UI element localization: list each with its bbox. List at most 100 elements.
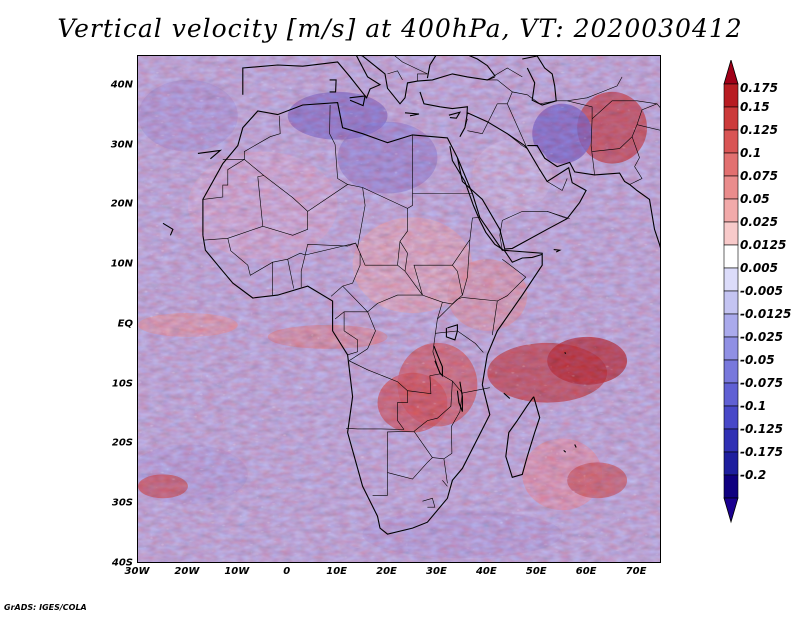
country-border (334, 144, 348, 185)
coastline-turkey-south (419, 91, 468, 116)
country-border (397, 390, 408, 430)
country-border (397, 241, 401, 266)
country-border (399, 134, 413, 242)
country-border (442, 480, 448, 487)
coastline-red-sea-w (449, 146, 505, 251)
coastline-cyprus (448, 111, 462, 119)
country-border (337, 102, 343, 128)
colorbar-segment (723, 290, 739, 315)
colorbar-segment (723, 405, 739, 430)
lon-tick-label: 50E (525, 566, 547, 577)
country-border (435, 330, 484, 353)
lon-tick-label: 10W (224, 566, 250, 577)
coastline-sardinia (329, 79, 337, 93)
country-border (497, 103, 528, 149)
coastline-canaries (197, 149, 223, 160)
coastline-comoros (503, 392, 511, 399)
country-border (507, 91, 595, 175)
country-border (629, 136, 643, 185)
country-border (399, 241, 408, 272)
lon-tick-label: 70E (625, 566, 647, 577)
country-border (636, 124, 660, 131)
colorbar-segment (723, 313, 739, 338)
colorbar-label: 0.05 (740, 192, 770, 206)
country-border (486, 67, 523, 93)
lat-tick-label: 20N (110, 198, 133, 210)
coastline-crete (404, 112, 420, 117)
coastline-europe-south (242, 56, 496, 105)
country-border (592, 103, 658, 152)
colorbar-segment (723, 428, 739, 453)
colorbar-segment (723, 152, 739, 177)
colorbar-segment (723, 474, 739, 499)
colorbar-segment (723, 451, 739, 476)
colorbar-label: -0.1 (740, 399, 767, 413)
lat-tick-label: 10S (111, 378, 133, 390)
colorbar-label: 0.025 (740, 215, 778, 229)
colorbar-label: -0.0125 (740, 307, 792, 321)
colorbar-segment (723, 359, 739, 384)
coastline-sicily (349, 95, 366, 107)
country-border (257, 175, 308, 236)
country-border (287, 259, 294, 289)
country-border (202, 159, 245, 200)
chart-title: Vertical velocity [m/s] at 400hPa, VT: 2… (57, 14, 743, 43)
coastline-africa (202, 102, 543, 535)
coastline-socotra (553, 249, 562, 253)
colorbar-label: 0.005 (740, 261, 778, 275)
country-border (387, 457, 433, 480)
coastline-mauritius (574, 444, 577, 448)
colorbar-bottom-arrow (723, 497, 739, 524)
coastline-arabia (456, 112, 587, 250)
coastlines (162, 56, 660, 535)
lat-tick-label: 40N (110, 79, 133, 91)
colorbar-segment (723, 267, 739, 292)
country-border (244, 159, 363, 212)
colorbar-label: -0.175 (740, 445, 783, 459)
coastline-reunion (563, 449, 567, 453)
country-border (359, 253, 443, 303)
lon-tick-label: 0 (283, 566, 291, 577)
country-border (346, 428, 405, 430)
colorbar-segment (723, 336, 739, 361)
field-texture-white (138, 56, 660, 562)
lat-tick-label: 30N (110, 139, 133, 151)
colorbar-label: 0.1 (740, 146, 762, 160)
coastline-caspian (522, 56, 557, 106)
country-border (547, 178, 568, 191)
country-border (342, 285, 423, 313)
credit-text: GrADS: IGES/COLA (4, 603, 87, 612)
country-border (334, 311, 368, 320)
colorbar-label: -0.05 (740, 353, 775, 367)
country-border (227, 226, 263, 239)
colorbar-segment (723, 221, 739, 246)
lat-tick-label: EQ (117, 318, 133, 330)
country-border (343, 311, 358, 356)
colorbar-label: -0.125 (740, 422, 783, 436)
colorbar-segment (723, 83, 739, 108)
colorbar-top-arrow (723, 60, 739, 85)
country-border (462, 239, 471, 296)
colorbar (723, 60, 739, 524)
country-border (497, 258, 527, 302)
colorbar-label: -0.005 (740, 284, 783, 298)
colorbar-segment (723, 129, 739, 154)
country-border (394, 56, 428, 82)
country-border (422, 497, 436, 508)
lon-tick-label: 60E (575, 566, 597, 577)
country-border (591, 100, 660, 120)
colorbar-label: 0.075 (740, 169, 778, 183)
country-border (459, 118, 468, 137)
country-border (439, 373, 490, 394)
lon-tick-label: 20E (376, 566, 397, 577)
coastline-gulf-aden (503, 249, 543, 263)
country-border (227, 238, 306, 288)
colorbar-label: -0.025 (740, 330, 783, 344)
country-border (467, 103, 498, 135)
lat-tick-label: 20S (111, 437, 133, 449)
coastline-madagascar (505, 396, 541, 478)
country-border (567, 76, 623, 102)
country-border (348, 302, 443, 395)
country-border (452, 217, 480, 266)
coastline-black-sea (426, 56, 496, 79)
